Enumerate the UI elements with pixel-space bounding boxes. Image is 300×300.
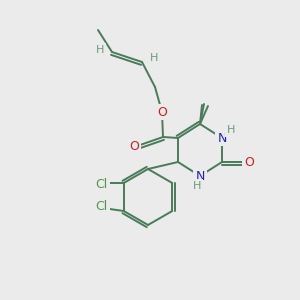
Text: O: O [129,140,139,154]
Text: N: N [195,169,205,182]
Text: H: H [96,45,104,55]
Text: O: O [244,155,254,169]
Text: Cl: Cl [96,178,108,191]
Text: N: N [217,131,227,145]
Text: H: H [227,125,235,135]
Text: H: H [150,53,158,63]
Text: Cl: Cl [96,200,108,214]
Text: H: H [193,181,201,191]
Text: O: O [157,106,167,118]
